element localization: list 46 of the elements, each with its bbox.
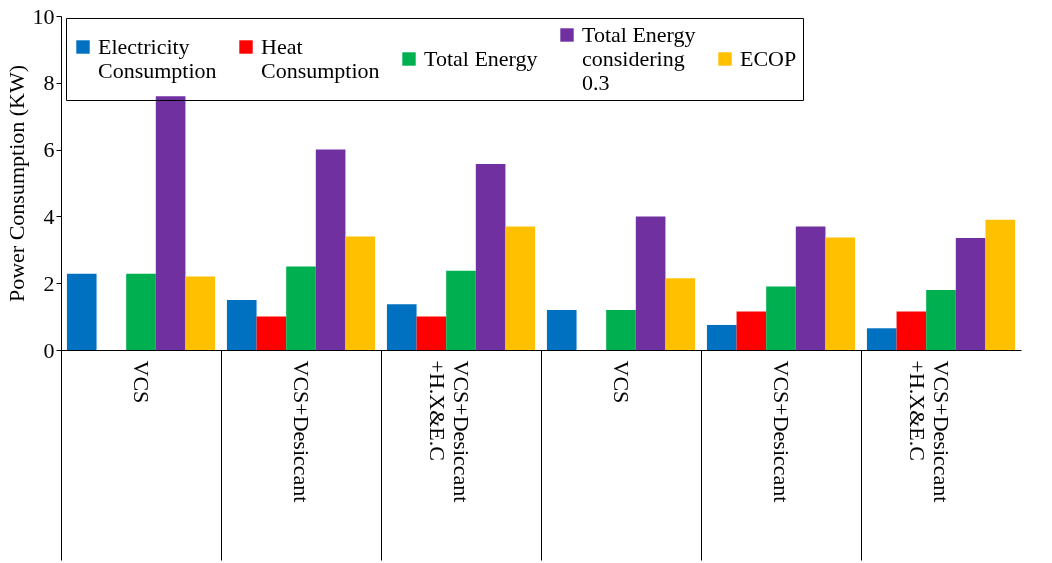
- bar: [866, 328, 897, 350]
- bar: [795, 226, 826, 350]
- bar: [386, 304, 417, 350]
- bar: [766, 286, 796, 350]
- bar: [256, 316, 287, 350]
- bar: [926, 289, 956, 350]
- y-tick-label: 10: [32, 3, 55, 29]
- x-tick-label: VCS+Desiccant: [769, 360, 794, 503]
- bar: [345, 236, 376, 350]
- bar: [475, 163, 506, 350]
- y-tick-label: 0: [43, 337, 55, 363]
- legend-label: ECOP: [740, 46, 797, 71]
- bar: [896, 311, 927, 350]
- x-tick-label: VCS+Desiccant +H.X&E.C: [425, 360, 474, 503]
- bar: [736, 311, 767, 350]
- bar: [546, 309, 577, 350]
- x-tick-label: VCS: [609, 360, 634, 404]
- bar: [446, 270, 476, 350]
- bar: [505, 226, 536, 350]
- bar: [286, 266, 316, 350]
- legend-label: Total Energy: [424, 46, 538, 71]
- legend-label: Electricity Consumption: [98, 34, 217, 83]
- legend-label: Heat Consumption: [261, 34, 380, 83]
- bar: [185, 276, 216, 350]
- bar: [606, 309, 636, 350]
- x-tick-label: VCS+Desiccant: [289, 360, 314, 503]
- y-tick-label: 4: [43, 203, 55, 229]
- bar: [635, 216, 666, 350]
- bar: [665, 278, 696, 350]
- bar: [315, 149, 346, 350]
- y-tick-label: 2: [43, 270, 55, 296]
- bar: [66, 273, 97, 350]
- bar: [226, 299, 257, 350]
- bar: [955, 238, 986, 350]
- bar: [416, 316, 447, 350]
- bar: [155, 96, 186, 350]
- x-tick-label: VCS: [129, 360, 154, 404]
- legend-label: Total Energy considering 0.3: [582, 22, 696, 95]
- bar: [985, 219, 1016, 350]
- y-axis-title: Power Consumption (KW): [3, 64, 29, 303]
- y-tick-label: 8: [43, 70, 55, 96]
- y-tick-label: 6: [43, 137, 55, 163]
- bar: [825, 237, 856, 350]
- x-tick-label: VCS+Desiccant +H.X&E.C: [905, 360, 954, 503]
- bar: [126, 273, 156, 350]
- bar: [706, 324, 737, 350]
